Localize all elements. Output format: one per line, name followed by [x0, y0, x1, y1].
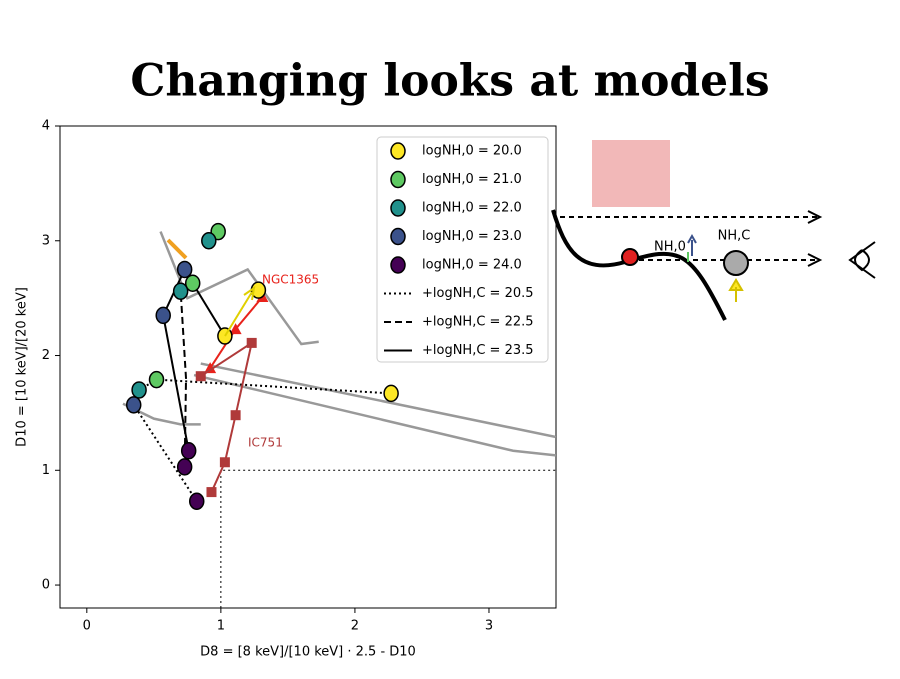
legend-marker [390, 142, 406, 160]
x-tick-label: 3 [485, 619, 493, 634]
legend-label: logNH,0 = 20.0 [422, 144, 522, 159]
point [172, 282, 189, 301]
point [188, 492, 205, 511]
y-tick-label: 0 [42, 578, 50, 593]
point [217, 327, 233, 345]
y-tick-label: 3 [42, 233, 50, 248]
reference-line [220, 469, 556, 608]
annotation: IC751 [248, 436, 283, 450]
y-tick-label: 4 [42, 119, 50, 134]
arrow [224, 285, 256, 337]
slide-title: Changing looks at models [130, 56, 769, 107]
arrow-head [807, 210, 823, 224]
x-axis-label: D8 = [8 keV]/[10 keV] · 2.5 - D10 [200, 645, 416, 660]
chart: NGC1365 IC751 0 1 2 3 0 1 2 3 4 D8 = [8 keV]/[10 ke… [15, 119, 557, 660]
point [201, 232, 217, 250]
point [229, 323, 242, 335]
x-tick-label: 1 [217, 619, 225, 634]
x-tick-label: 0 [83, 619, 91, 634]
nhc-label: NH,C [718, 229, 751, 244]
blue-arrow [687, 233, 697, 256]
point [206, 487, 217, 498]
point [246, 337, 257, 348]
point [131, 381, 147, 399]
legend-marker [390, 227, 406, 246]
x-tick-label: 2 [351, 619, 359, 634]
model-track [122, 231, 556, 457]
model-line [179, 282, 194, 467]
absorber-box [592, 140, 670, 207]
point [204, 362, 217, 374]
diagram: NH,0 NH,C [551, 140, 876, 321]
y-tick-label: 2 [42, 348, 50, 363]
nh0-label: NH,0 [654, 240, 686, 255]
point [176, 260, 193, 279]
point [148, 370, 165, 389]
y-axis-label: D10 = [10 keV]/[20 keV] [15, 287, 30, 447]
y-tick-label: 1 [42, 463, 50, 478]
point [383, 384, 399, 403]
point [195, 371, 206, 382]
point [184, 274, 201, 292]
legend-marker [390, 170, 406, 189]
point [219, 457, 230, 468]
source [621, 248, 639, 266]
annotation: NGC1365 [262, 273, 319, 287]
legend-label: logNH,0 = 22.0 [422, 201, 522, 216]
legend-label: logNH,0 = 23.0 [422, 229, 522, 244]
legend-label: +logNH,C = 23.5 [422, 343, 534, 358]
plot-content: NGC1365 IC751 [122, 222, 556, 608]
legend: logNH,0 = 20.0 logNH,0 = 21.0 logNH,0 = 22… [376, 136, 549, 363]
legend-marker [390, 199, 406, 217]
point [176, 458, 193, 476]
legend-marker [390, 256, 406, 274]
arrow [166, 238, 188, 260]
yellow-arrow [728, 278, 744, 302]
point [230, 410, 241, 421]
eye [848, 241, 876, 279]
point [180, 442, 197, 460]
point [155, 306, 171, 325]
torus-curve [551, 209, 727, 321]
legend-label: +logNH,C = 20.5 [422, 286, 534, 301]
arrow-head [807, 253, 823, 267]
legend-label: logNH,0 = 24.0 [422, 258, 522, 273]
legend-label: +logNH,C = 22.5 [422, 315, 534, 330]
legend-label: logNH,0 = 21.0 [422, 172, 522, 187]
point [125, 396, 142, 414]
legend-box [376, 136, 549, 363]
cloud [723, 250, 749, 276]
